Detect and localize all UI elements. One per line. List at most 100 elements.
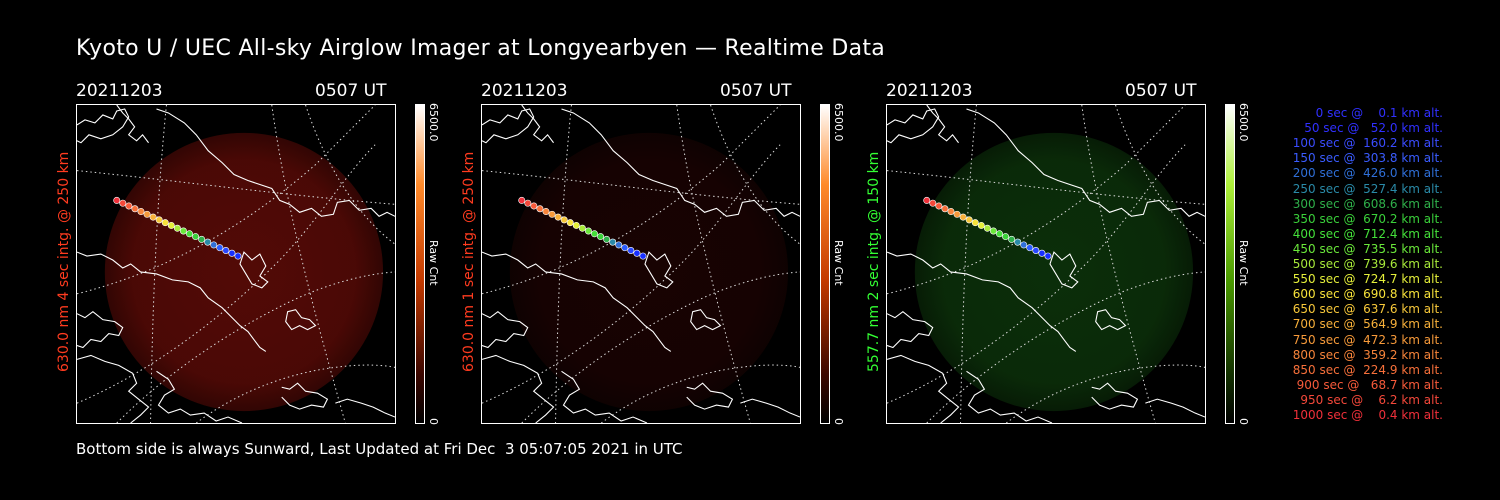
airglow-field [104, 132, 384, 412]
trajectory-point [119, 199, 127, 207]
trajectory-point [560, 216, 568, 224]
grid-line [555, 105, 572, 423]
trajectory-point [1014, 238, 1022, 246]
coastline [116, 105, 149, 144]
coastline [77, 108, 130, 144]
coastline [335, 398, 395, 418]
trajectory-point [615, 241, 623, 249]
legend-entry: 50 sec @ 52.0 km alt. [1296, 121, 1443, 136]
panel-2-colorbar-max: 6500.0 [832, 103, 845, 142]
coastline [482, 311, 529, 349]
panel-3-allsky-image [886, 104, 1206, 424]
coastline [644, 251, 674, 289]
legend-entry: 150 sec @ 303.8 km alt. [1288, 151, 1443, 166]
trajectory-point [198, 235, 206, 243]
coastline [156, 370, 243, 423]
coastline [281, 382, 329, 410]
coastline [561, 108, 800, 217]
legend-entry: 950 sec @ 6.2 km alt. [1296, 392, 1443, 407]
trajectory-point [609, 238, 617, 246]
legend-entry: 850 sec @ 224.9 km alt. [1288, 362, 1443, 377]
coastline [285, 309, 317, 331]
airglow-field [914, 132, 1194, 412]
trajectory-point [923, 196, 931, 204]
legend-entry: 350 sec @ 670.2 km alt. [1288, 211, 1443, 226]
trajectory-point [149, 213, 157, 221]
trajectory-point [518, 196, 526, 204]
legend-entry: 500 sec @ 739.6 km alt. [1288, 257, 1443, 271]
coastline [966, 370, 1053, 423]
panel-3-time: 0507 UT [1125, 81, 1197, 101]
trajectory-point [597, 233, 605, 241]
trajectory-point [1008, 235, 1016, 243]
trajectory-point [1044, 252, 1052, 260]
trajectory-point [131, 205, 139, 213]
airglow-field [509, 132, 789, 412]
legend-entry: 200 sec @ 426.0 km alt. [1288, 166, 1443, 181]
trajectory-point [947, 208, 955, 216]
panel-1-allsky-image [76, 104, 396, 424]
trajectory-point [572, 221, 580, 229]
legend-entry: 800 sec @ 359.2 km alt. [1288, 347, 1443, 362]
trajectory-point [155, 216, 163, 224]
trajectory-point [639, 252, 647, 260]
coastline [926, 105, 959, 144]
legend-entry: 300 sec @ 608.6 km alt. [1288, 196, 1443, 211]
coastline [887, 251, 1077, 352]
panel-1-colorbar-max: 6500.0 [427, 103, 440, 142]
trajectory-point [161, 219, 169, 227]
grid-line [960, 105, 977, 423]
trajectory-point [1032, 247, 1040, 254]
trajectory-point [125, 202, 133, 210]
trajectory-point [234, 252, 242, 260]
trajectory-point [1038, 249, 1046, 257]
trajectory-point [965, 216, 973, 224]
panel-2-colorbar [820, 104, 830, 424]
footer-status: Bottom side is always Sunward, Last Upda… [76, 440, 683, 458]
legend-entry: 1000 sec @ 0.4 km alt. [1292, 408, 1443, 422]
panel-2-colorbar-unit: Raw Cnt [832, 240, 845, 286]
trajectory-point [167, 221, 175, 229]
coastline [887, 108, 940, 144]
coastline [686, 382, 734, 410]
panel-2-side-label: 630.0 nm 1 sec intg. @ 250 km [461, 151, 477, 372]
legend-entry: 700 sec @ 564.9 km alt. [1288, 317, 1443, 332]
trajectory-point [941, 205, 949, 213]
trajectory-point [627, 247, 635, 254]
trajectory-point [603, 235, 611, 243]
panel-2-date: 20211203 [481, 81, 568, 101]
trajectory-point [996, 230, 1003, 238]
coastline [521, 105, 554, 144]
panel-1-time: 0507 UT [315, 81, 387, 101]
trajectory-point [584, 227, 592, 235]
legend-entry: 450 sec @ 735.5 km alt. [1288, 241, 1443, 256]
trajectory-point [204, 238, 212, 246]
coastline [1049, 251, 1079, 289]
trajectory-point [179, 227, 187, 235]
page-title: Kyoto U / UEC All-sky Airglow Imager at … [76, 36, 886, 61]
trajectory-point [554, 213, 562, 221]
trajectory-point [566, 219, 574, 227]
trajectory-point [1026, 244, 1034, 252]
coastline [156, 108, 395, 217]
panel-1-date: 20211203 [76, 81, 163, 101]
trajectory-point [977, 221, 985, 229]
panel-3-colorbar-min: 0 [1237, 418, 1250, 425]
panel-1-side-label: 630.0 nm 4 sec intg. @ 250 km [56, 151, 72, 372]
trajectory-point [1020, 241, 1028, 249]
trajectory-point [621, 244, 629, 252]
coastline [482, 251, 672, 352]
legend-entry: 100 sec @ 160.2 km alt. [1288, 136, 1443, 151]
coastline [690, 309, 722, 331]
panel-3-side-label: 557.7 nm 2 sec intg. @ 150 km [866, 151, 882, 372]
trajectory-point [548, 210, 556, 218]
panel-3-colorbar-unit: Raw Cnt [1237, 240, 1250, 286]
trajectory-point [186, 230, 193, 238]
coastline [887, 311, 934, 349]
trajectory-point [173, 224, 181, 232]
legend-entry: 250 sec @ 527.4 km alt. [1288, 181, 1443, 196]
trajectory-point [989, 227, 997, 235]
trajectory-point [1002, 233, 1010, 241]
trajectory-point [929, 199, 937, 207]
coastline [77, 251, 267, 352]
